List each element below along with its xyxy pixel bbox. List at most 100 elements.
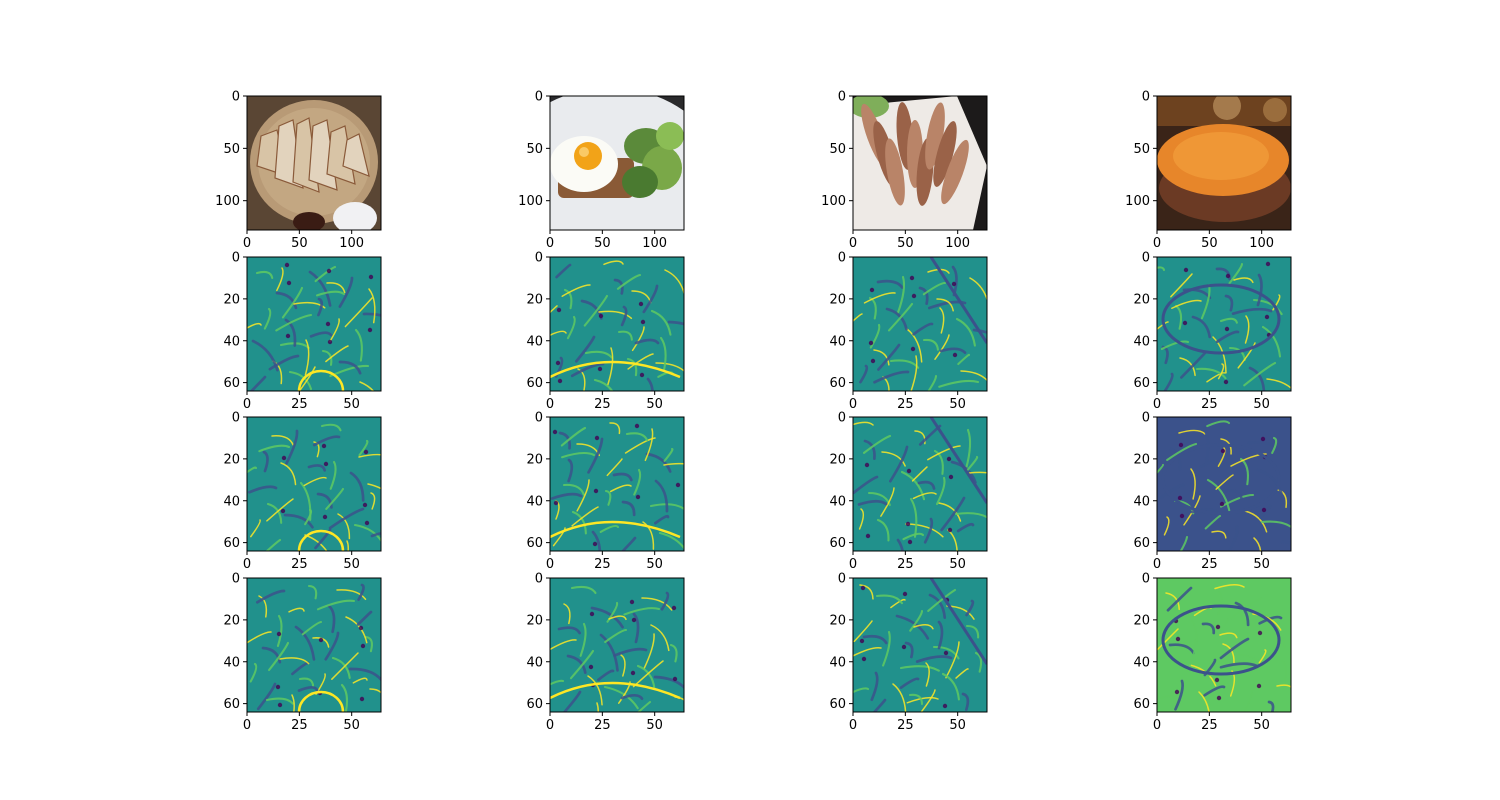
feature-dark-spot — [1177, 495, 1183, 501]
y-tick-label: 60 — [526, 376, 543, 391]
y-tick-label: 0 — [232, 251, 240, 266]
feature-stroke — [873, 349, 890, 366]
feature-stroke — [909, 497, 918, 538]
x-tick-label: 0 — [849, 557, 857, 572]
feature-stroke — [558, 431, 572, 450]
feature-stroke — [617, 330, 633, 341]
feature-map-background — [1157, 417, 1291, 551]
feature-stroke — [301, 620, 323, 636]
y-tick-label: 0 — [1142, 572, 1150, 587]
feature-stroke — [1276, 684, 1291, 689]
feature-stroke — [571, 506, 599, 527]
feature-dark-spot — [1216, 695, 1222, 701]
feature-dark-spot — [1265, 261, 1271, 267]
feature-stroke — [932, 645, 960, 660]
feature-stroke — [917, 480, 936, 490]
feature-stroke — [1248, 366, 1266, 391]
x-tick-label: 25 — [1201, 557, 1218, 572]
quesadilla-wedge — [326, 125, 356, 185]
x-tick-label: 50 — [291, 236, 308, 251]
feature-stroke — [1258, 615, 1283, 625]
feature-dark-spot — [277, 702, 283, 708]
feature-stroke — [858, 508, 865, 530]
feature-stroke — [969, 277, 987, 302]
x-tick-label: 0 — [546, 718, 554, 733]
feature-dark-spot — [368, 274, 374, 280]
feature-dark-spot — [905, 521, 911, 527]
feature-stroke — [899, 677, 920, 689]
feature-stroke — [853, 475, 879, 495]
feature-stroke — [863, 292, 896, 304]
feature-dark-spot — [1264, 314, 1270, 320]
x-tick-label: 100 — [339, 236, 364, 251]
y-tick-label: 60 — [526, 536, 543, 551]
feature-stroke — [631, 326, 645, 352]
feature-stroke — [1223, 489, 1243, 500]
y-tick-label: 0 — [535, 90, 543, 105]
feature-stroke — [964, 428, 972, 470]
feature-stroke — [1206, 372, 1226, 383]
feature-dark-spot — [321, 443, 327, 449]
feature-stroke — [348, 667, 381, 682]
feature-dark-spot — [901, 644, 907, 650]
calamari-piece — [925, 102, 945, 170]
feature-stroke — [939, 307, 945, 334]
axes-frame — [246, 256, 382, 392]
feature-stroke — [915, 655, 953, 663]
calamari-piece — [941, 139, 969, 205]
feature-stroke — [255, 589, 286, 604]
feature-stroke — [632, 660, 664, 688]
y-tick-label: 60 — [1133, 536, 1150, 551]
feature-stroke — [1233, 277, 1254, 284]
y-tick-label: 20 — [526, 292, 543, 307]
x-tick-label: 0 — [1153, 236, 1161, 251]
feature-stroke — [1244, 510, 1268, 533]
y-tick-label: 20 — [829, 292, 846, 307]
salad-leaf — [656, 122, 684, 150]
feature-stroke — [1195, 367, 1227, 380]
feature-stroke — [587, 675, 603, 706]
feature-stroke — [325, 487, 345, 510]
y-tick-label: 50 — [223, 142, 240, 157]
feature-stroke — [560, 426, 587, 447]
feature-stroke — [247, 322, 262, 329]
feature-dark-spot — [322, 514, 328, 520]
x-tick-label: 50 — [646, 557, 663, 572]
feature-stroke — [331, 656, 351, 679]
feature-stroke — [370, 492, 376, 510]
feature-stroke — [329, 318, 340, 343]
feature-stroke — [587, 437, 604, 474]
feature-stroke — [961, 692, 970, 711]
feature-stroke — [643, 633, 655, 670]
feature-stroke — [906, 696, 939, 704]
feature-stroke — [1280, 540, 1291, 545]
y-tick-label: 20 — [1133, 292, 1150, 307]
x-tick-label: 0 — [243, 397, 251, 412]
feature-stroke — [369, 688, 381, 694]
feature-stroke — [1258, 649, 1267, 664]
feature-stroke — [262, 450, 269, 473]
feature-dark-spot — [1215, 624, 1221, 630]
feature-dark-spot — [1179, 513, 1185, 519]
feature-stroke — [1203, 685, 1226, 697]
feature-stroke — [912, 322, 934, 336]
feature-stroke — [317, 297, 324, 317]
feature-stroke — [293, 301, 326, 309]
feature-dark-spot — [358, 625, 364, 631]
x-tick-label: 50 — [1253, 718, 1270, 733]
feature-stroke — [567, 458, 574, 483]
feature-stroke — [968, 471, 987, 474]
subplot-r1-c1: 0 50 100 0 50 100 — [215, 90, 382, 251]
feature-stroke — [920, 689, 936, 712]
feature-stroke — [1179, 357, 1196, 377]
feature-dark-spot — [323, 461, 329, 467]
feature-stroke — [571, 510, 587, 535]
feature-dark-spot — [594, 435, 600, 441]
x-tick-label: 0 — [546, 236, 554, 251]
feature-stroke — [892, 683, 907, 712]
food-photo — [1157, 96, 1291, 230]
feature-stroke — [1165, 592, 1180, 611]
feature-stroke — [955, 668, 969, 679]
feature-stroke — [349, 471, 365, 502]
